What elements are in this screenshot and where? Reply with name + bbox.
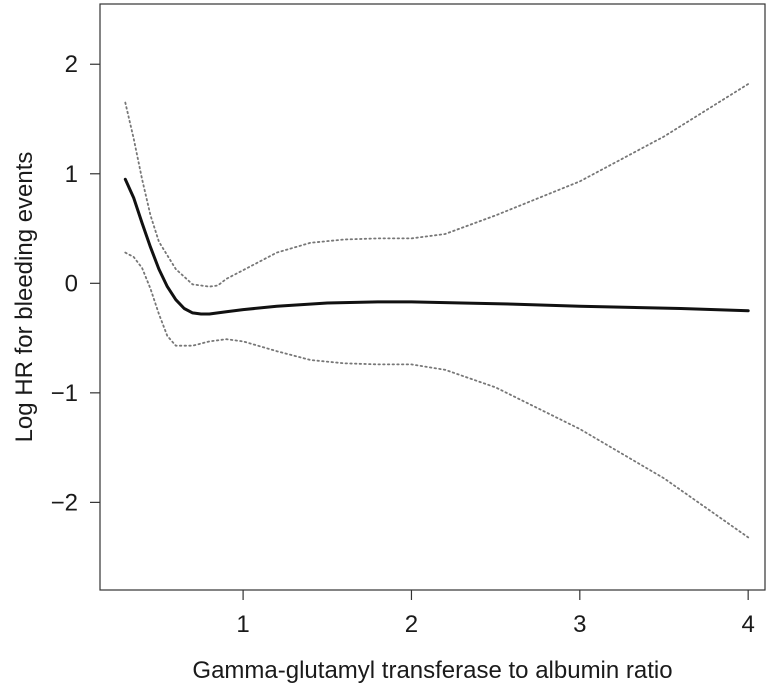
x-tick-label: 1 [236, 611, 249, 638]
x-axis-title: Gamma-glutamyl transferase to albumin ra… [192, 657, 672, 684]
upper-ci-line [124, 83, 750, 288]
x-tick-label: 3 [573, 611, 586, 638]
y-tick-label: −2 [51, 489, 78, 516]
lower-ci-line [124, 251, 750, 539]
y-axis: −2 −1 0 1 2 [51, 51, 100, 516]
x-axis: 1 2 3 4 [236, 590, 755, 638]
y-tick-label: 1 [65, 161, 78, 188]
y-axis-title: Log HR for bleeding events [11, 152, 38, 443]
estimate-line [123, 177, 750, 316]
y-tick-label: 2 [65, 51, 78, 78]
y-tick-label: 0 [65, 270, 78, 297]
plot-frame [99, 3, 766, 591]
series-layer [123, 83, 750, 539]
y-tick-label: −1 [51, 380, 78, 407]
x-tick-label: 4 [741, 611, 754, 638]
x-tick-label: 2 [405, 611, 418, 638]
